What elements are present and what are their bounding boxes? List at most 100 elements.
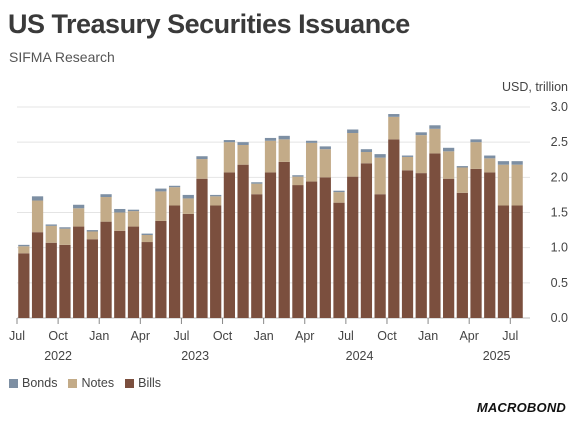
bar-bonds-2022-09 [45,224,57,226]
bar-bills-2022-09 [45,242,57,318]
bar-bonds-2023-10 [223,140,236,143]
bar-notes-2023-09 [210,196,222,206]
bar-bonds-2025-03 [456,166,468,168]
bar-bills-2023-03 [127,226,140,318]
y-tick-label-3.0: 3.0 [551,100,568,114]
bar-bonds-2024-03 [292,175,304,177]
bar-notes-2022-10 [59,228,71,245]
bar-notes-2023-07 [182,198,194,214]
bar-notes-2023-11 [237,144,249,165]
bar-bills-2023-10 [223,172,236,318]
bar-notes-2023-08 [196,159,208,179]
y-tick-label-0.0: 0.0 [551,311,568,325]
bar-bills-2024-06 [333,202,345,318]
bar-bills-2024-01 [264,172,277,318]
bar-bills-2022-11 [73,226,85,318]
chart-subtitle: SIFMA Research [9,49,115,65]
x-axis: Jul Oct Jan Apr Jul Oct Jan Apr Jul Oct Jan Apr Jul 2… [9,318,518,363]
y-tick-label-2.5: 2.5 [551,135,568,149]
bar-bills-2025-01 [429,153,441,318]
bar-bills-2023-02 [114,230,126,318]
x-tick-label-7: Apr [295,329,314,343]
bar-bills-2025-04 [470,168,482,318]
bar-bills-2024-03 [292,185,304,318]
bar-bills-2022-08 [31,232,44,318]
bar-notes-2023-03 [127,211,140,227]
x-tick-label-8: Jul [338,329,354,343]
bar-bonds-2023-11 [237,142,249,145]
bar-notes-2023-04 [141,235,153,243]
bar-notes-2025-03 [456,167,468,193]
bar-bonds-2025-02 [443,147,455,152]
bar-bills-2023-04 [141,242,153,318]
bar-notes-2022-08 [31,200,44,233]
bar-notes-2025-04 [470,142,482,169]
bar-notes-2022-12 [86,231,98,240]
bar-bonds-2023-09 [210,194,222,197]
legend-item-bills[interactable]: Bills [125,376,161,390]
y-tick-label-1.5: 1.5 [551,206,568,220]
legend-swatch-bonds [9,378,18,388]
bar-bills-2025-02 [443,178,455,318]
legend-swatch-notes [68,378,78,388]
y-axis: 0.0 0.5 1.0 1.5 2.0 2.5 3.0 [551,100,568,325]
page-title: US Treasury Securities Issuance [8,9,410,39]
bar-notes-2024-01 [264,140,277,173]
stacked-bar-chart: USD, trillion 0.0 0.5 1.0 1.5 2.0 2.5 3.0 Jul O… [9,80,568,363]
macrobond-logo: MACROBOND [476,400,566,415]
legend-swatch-bills [125,378,135,388]
bar-bills-2024-04 [305,181,318,318]
bar-notes-2022-07 [18,246,30,254]
bar-bonds-2024-04 [305,140,318,143]
bar-bonds-2022-12 [86,230,98,232]
bar-notes-2023-01 [100,197,112,222]
bar-bonds-2025-05 [484,155,496,159]
bar-bonds-2024-05 [319,146,331,150]
bar-notes-2025-01 [429,128,441,154]
bar-bonds-2024-10 [388,114,400,117]
x-tick-label-3: Apr [131,329,150,343]
bar-bills-2023-12 [251,194,263,318]
bar-bonds-2023-07 [182,194,194,199]
bar-notes-2022-11 [73,208,85,227]
bar-notes-2025-07 [511,164,523,206]
bar-bonds-2022-10 [59,227,71,229]
legend-label-bonds: Bonds [22,376,58,390]
y-tick-label-1.0: 1.0 [551,241,568,255]
bar-bills-2023-11 [237,164,249,318]
x-tick-label-11: Apr [459,329,478,343]
bar-bills-2022-12 [86,239,98,318]
y-tick-label-2.0: 2.0 [551,170,568,184]
legend-item-notes[interactable]: Notes [68,376,114,390]
bar-bonds-2025-04 [470,139,482,143]
x-tick-label-5: Oct [213,329,233,343]
bar-bonds-2024-02 [278,135,290,140]
bar-bills-2024-12 [415,173,427,318]
bar-notes-2024-08 [360,152,373,164]
bar-bonds-2023-12 [251,182,263,184]
legend-label-notes: Notes [81,376,115,390]
bar-notes-2022-09 [45,225,57,243]
year-label-2024: 2024 [346,349,374,363]
legend-item-bonds[interactable]: Bonds [9,376,57,390]
bar-notes-2024-11 [401,156,414,171]
bar-bills-2025-06 [497,205,510,318]
bar-bills-2023-08 [196,178,208,318]
bar-bonds-2025-07 [511,161,523,165]
y-tick-label-0.5: 0.5 [551,276,568,290]
year-label-2025: 2025 [483,349,511,363]
bar-bonds-2024-08 [360,149,373,153]
x-tick-label-0: Jul [9,329,25,343]
bar-notes-2024-03 [292,176,304,186]
bar-bonds-2022-07 [18,244,30,247]
bar-bonds-2025-06 [497,161,510,165]
bars [18,114,523,318]
year-label-2022: 2022 [44,349,72,363]
bar-notes-2023-02 [114,212,126,231]
bar-bonds-2023-04 [141,233,153,236]
legend: Bonds Notes Bills [9,376,161,390]
x-tick-label-10: Jan [418,329,438,343]
x-tick-label-6: Jan [254,329,274,343]
bar-bonds-2024-06 [333,190,345,193]
bar-notes-2024-05 [319,149,331,178]
